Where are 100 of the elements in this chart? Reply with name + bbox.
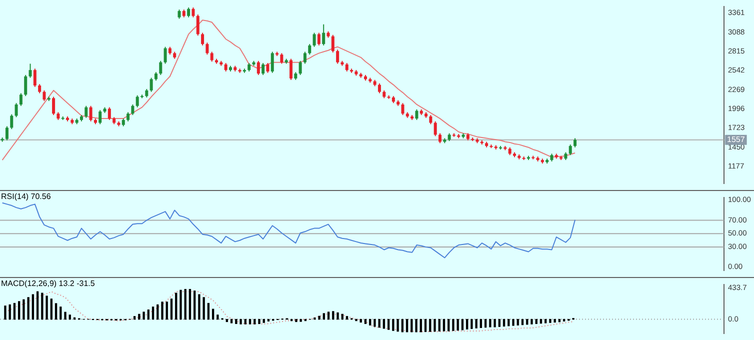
- bar: [133, 316, 136, 320]
- bar: [194, 290, 196, 320]
- bar: [401, 318, 404, 332]
- candlestick: [192, 6, 195, 18]
- bar: [327, 312, 330, 320]
- candlestick: [438, 132, 442, 144]
- candlestick: [14, 102, 18, 118]
- bar: [46, 296, 48, 320]
- bar: [516, 318, 519, 326]
- bar: [54, 303, 58, 320]
- bar: [448, 318, 450, 332]
- bar: [180, 290, 182, 320]
- bar: [8, 304, 11, 320]
- bar: [498, 318, 500, 327]
- bar: [336, 312, 339, 320]
- bar: [254, 318, 256, 324]
- bar: [438, 318, 440, 332]
- bar: [382, 318, 386, 329]
- bar: [424, 318, 427, 332]
- candlestick: [401, 102, 404, 116]
- candlestick: [33, 68, 36, 88]
- bar: [461, 318, 464, 330]
- candlestick: [52, 96, 56, 116]
- bar: [318, 316, 320, 320]
- bar: [410, 318, 413, 332]
- candlestick: [434, 120, 437, 137]
- bar: [152, 306, 154, 320]
- candlestick: [98, 110, 102, 125]
- candlestick: [136, 94, 139, 108]
- bar: [429, 318, 432, 332]
- candlestick: [10, 114, 14, 130]
- candlestick: [574, 138, 577, 148]
- bar: [64, 312, 66, 320]
- bar: [226, 318, 228, 322]
- bar: [544, 318, 547, 324]
- bar: [549, 318, 552, 323]
- bar: [480, 318, 482, 328]
- bar: [420, 318, 422, 332]
- bar: [530, 318, 533, 324]
- bar: [147, 310, 150, 320]
- candlestick: [164, 46, 167, 64]
- candlestick: [415, 108, 418, 120]
- candlestick: [308, 44, 312, 56]
- bar: [456, 318, 459, 331]
- bar: [262, 318, 265, 323]
- candlestick: [256, 60, 260, 76]
- bar: [502, 318, 506, 327]
- bar: [406, 318, 408, 332]
- bar: [161, 302, 164, 320]
- bar: [452, 318, 454, 331]
- bar: [346, 316, 348, 320]
- bar: [41, 292, 44, 320]
- candlestick: [568, 144, 572, 156]
- bar: [22, 299, 25, 320]
- candlestick: [290, 58, 293, 80]
- bar: [216, 314, 219, 320]
- bar: [142, 312, 145, 320]
- bar: [267, 318, 270, 322]
- bar: [295, 318, 298, 322]
- candlestick: [196, 14, 200, 36]
- bar: [355, 318, 358, 322]
- bar: [188, 288, 192, 320]
- bar: [369, 318, 372, 326]
- bar: [230, 318, 233, 324]
- bar: [508, 318, 510, 326]
- bar: [13, 302, 16, 320]
- candlestick: [378, 82, 381, 94]
- bar: [60, 306, 62, 320]
- bar: [4, 306, 6, 320]
- bar: [198, 294, 200, 320]
- candlestick: [126, 112, 130, 122]
- bar: [36, 291, 39, 320]
- bar: [166, 302, 168, 320]
- bar: [434, 318, 436, 332]
- candlestick: [298, 60, 302, 76]
- candlestick: [266, 62, 270, 74]
- candlestick: [429, 114, 432, 125]
- bar: [392, 318, 394, 331]
- bar: [364, 318, 367, 324]
- ref-line-label: 1557: [727, 135, 746, 144]
- candlestick: [178, 9, 181, 20]
- candlestick: [5, 126, 8, 141]
- bar: [466, 318, 468, 330]
- bar: [156, 304, 159, 320]
- candlestick: [280, 52, 284, 64]
- bar: [374, 318, 376, 327]
- bar: [18, 301, 20, 320]
- candlestick: [317, 32, 320, 46]
- bar: [258, 318, 260, 324]
- candlestick: [28, 63, 32, 78]
- bar: [300, 318, 302, 322]
- candlestick: [19, 92, 22, 106]
- candlestick: [24, 74, 28, 97]
- bar: [332, 311, 334, 320]
- candlestick: [38, 84, 42, 94]
- bar: [535, 318, 538, 324]
- bar: [415, 318, 418, 332]
- bar: [248, 318, 252, 324]
- candlestick: [150, 77, 153, 92]
- bar: [512, 318, 514, 326]
